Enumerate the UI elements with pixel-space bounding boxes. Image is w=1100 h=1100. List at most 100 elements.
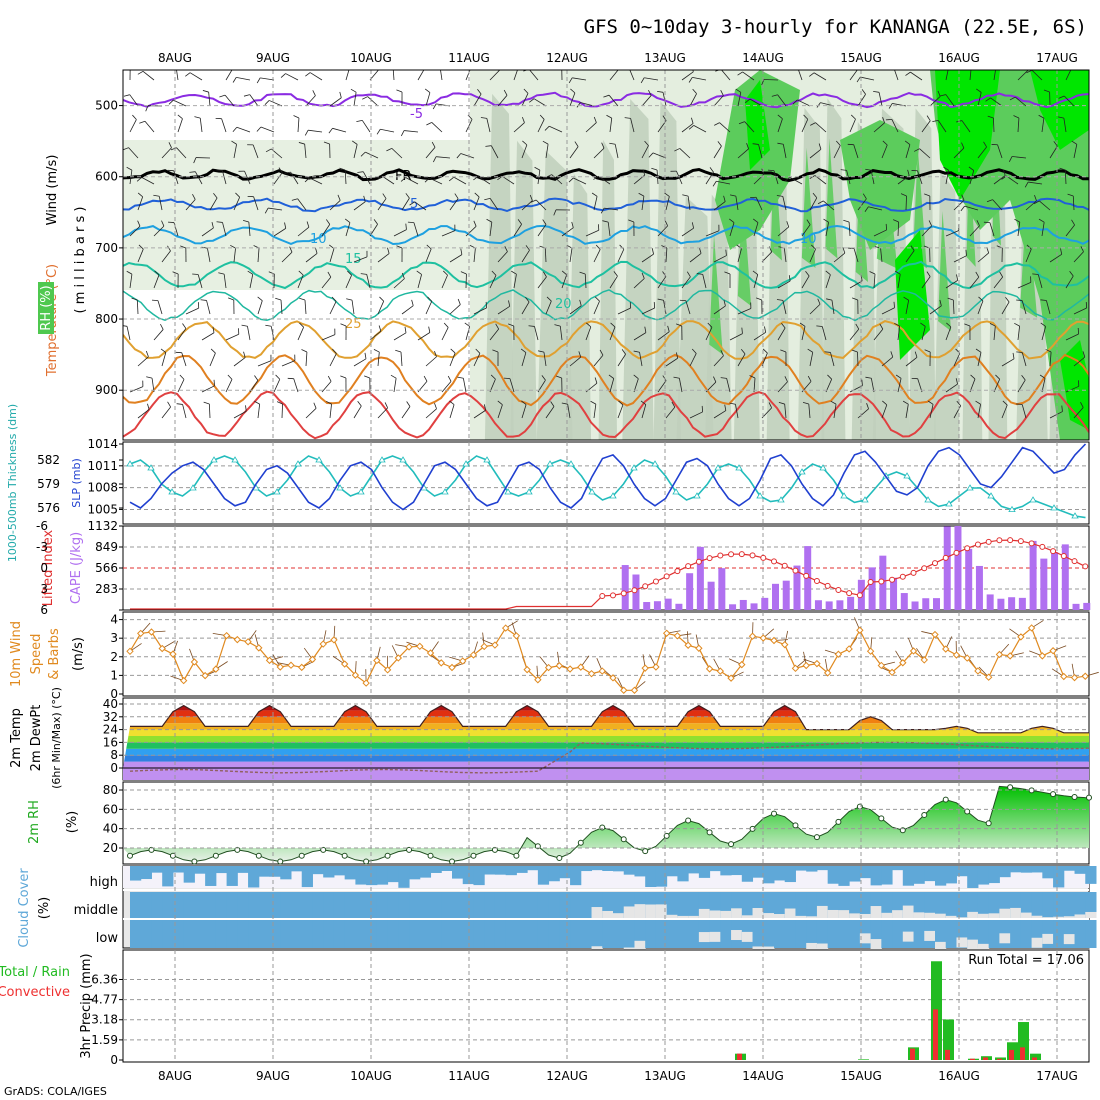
dewpoint-line: [129, 741, 1090, 774]
cape-bar-81: [997, 598, 1005, 610]
rh-point-78: [964, 808, 971, 815]
wind-ticks-1: 3: [110, 631, 118, 645]
wind-point-14: [276, 663, 284, 671]
li-ticks-1: 849: [95, 540, 118, 554]
li-ticks-4: 6: [40, 603, 48, 617]
rh-point-10: [234, 846, 241, 853]
precip-conv-7: [997, 1058, 1002, 1060]
wind-point-69: [866, 647, 875, 655]
li-point-86: [1050, 548, 1057, 555]
cloud-level-low: low: [96, 931, 119, 946]
cape-bar-79: [975, 565, 983, 610]
cape-bar-52: [686, 573, 694, 610]
precip-conv-5: [970, 1058, 975, 1060]
li-point-81: [996, 537, 1003, 544]
slp-label: SLP (mb): [70, 458, 83, 508]
thickness-point-80: [966, 484, 974, 491]
grads-footer: GrADS: COLA/IGES: [4, 1085, 107, 1098]
temp-ticks-4: 8: [110, 748, 118, 762]
precip-conv-0: [737, 1053, 742, 1060]
bottom-date-7: 15AUG: [840, 1069, 882, 1083]
rh-label: RH (%): [39, 285, 54, 330]
rh-point-80: [985, 820, 992, 827]
precip-label-c: 3hr Precip (mm): [79, 953, 94, 1058]
wind-point-87: [1060, 672, 1068, 681]
li-point-88: [1071, 558, 1078, 565]
upper-axis-labels: Wind (m/s) Temperature (°C) RH (%) ( m i…: [38, 155, 88, 377]
cape-bar-75: [933, 598, 940, 610]
thickness-point-62: [777, 496, 785, 503]
wind-point-64: [813, 659, 821, 668]
cape-bar-60: [772, 583, 779, 610]
li-point-89: [1082, 563, 1089, 570]
wind-point-40: [555, 662, 564, 670]
wind-point-33: [480, 642, 488, 651]
rh-point-12: [255, 852, 262, 859]
li-point-48: [642, 583, 649, 590]
precip-conv-2: [910, 1048, 915, 1060]
rh-label-a: 2m RH: [27, 800, 42, 844]
cape-bar-71: [890, 577, 898, 610]
thickness-point-60: [756, 492, 764, 499]
wind-label: Wind (m/s): [45, 155, 60, 226]
precip-axis-labels: Total / Rain Convective 3hr Precip (mm): [0, 953, 94, 1058]
wind-point-86: [1049, 647, 1057, 655]
cape-label: CAPE (J/kg): [69, 532, 84, 604]
rh-point-74: [921, 811, 928, 818]
cape-bar-88: [1072, 603, 1080, 610]
li-point-85: [1039, 543, 1046, 550]
wind-point-66: [834, 650, 843, 658]
thickness-point-38: [525, 488, 533, 495]
wind-point-2: [147, 628, 156, 636]
wind-point-84: [1027, 624, 1036, 632]
wind-point-67: [845, 645, 853, 653]
rh-label-b: (%): [65, 811, 80, 834]
rh-point-66: [835, 818, 842, 825]
slp-ticks-2: 576: [37, 501, 60, 515]
top-date-0: 8AUG: [158, 51, 192, 65]
cloud-label-b: (%): [37, 897, 52, 920]
li-point-63: [803, 572, 810, 579]
thickness-point-66: [819, 464, 827, 471]
thickness-point-18: [315, 456, 323, 463]
rh-line: [129, 785, 1090, 863]
li-point-44: [599, 592, 606, 599]
cape-bar-86: [1051, 552, 1059, 610]
rh-ticks-1: 60: [103, 802, 118, 816]
wind-ticks-2: 2: [110, 650, 118, 664]
top-date-2: 10AUG: [350, 51, 392, 65]
li-point-77: [953, 549, 960, 556]
li-point-54: [706, 555, 713, 562]
wind-point-9: [222, 631, 231, 640]
rh-point-42: [577, 839, 584, 846]
rh-point-54: [706, 829, 713, 836]
li-point-87: [1060, 552, 1067, 559]
li-point-84: [1028, 540, 1035, 547]
temp-ticks-1: 32: [103, 710, 118, 724]
slp-series: [129, 443, 1087, 511]
li-point-56: [728, 551, 735, 558]
wind-point-27: [416, 642, 424, 651]
thickness-point-26: [399, 456, 407, 463]
wind-point-7: [201, 671, 209, 680]
thickness-point-50: [651, 460, 659, 467]
precip-label-a: Total / Rain: [0, 965, 70, 980]
temp-ticks-5: 0: [110, 761, 118, 775]
wind10-label-c: & Barbs: [47, 628, 62, 680]
wind-point-1: [137, 629, 145, 638]
temp-ticks-2: 24: [103, 723, 118, 737]
wind-point-24: [383, 666, 392, 674]
cape-bar-53: [696, 546, 704, 610]
rh-point-52: [685, 817, 692, 824]
cape-bar-61: [782, 580, 790, 610]
slp-ticks-3: 1005: [87, 502, 118, 516]
li-ticks-2: 566: [95, 561, 118, 575]
precip-panel: Run Total = 17.06: [122, 949, 1090, 1063]
rh-point-28: [427, 852, 434, 859]
li-point-73: [910, 569, 917, 576]
temp-contour-5: [123, 289, 1089, 322]
thickness-point-48: [630, 464, 638, 471]
rh-point-68: [856, 803, 863, 810]
rh-panel: [122, 781, 1092, 865]
